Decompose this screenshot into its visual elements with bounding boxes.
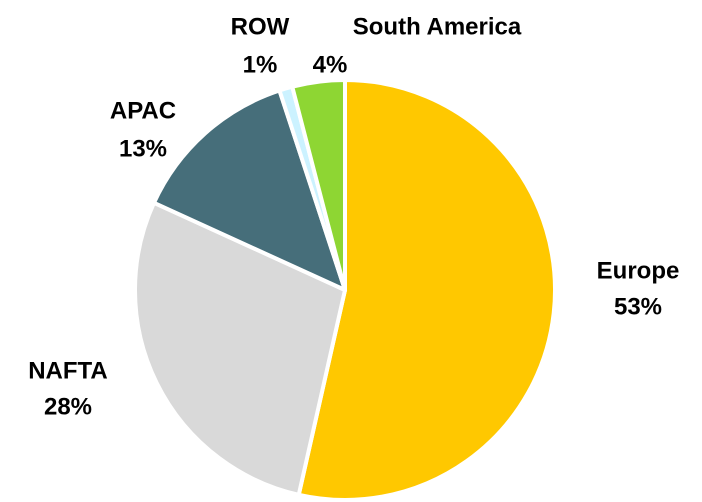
slice-label: ROW [231, 13, 290, 40]
slice-value-label: 4% [313, 51, 348, 78]
pie-slice [151, 88, 347, 292]
slice-value-label: 28% [44, 393, 92, 420]
slice-label: Europe [597, 257, 680, 284]
pie-slice [296, 78, 557, 502]
pie-slice [290, 78, 347, 292]
slice-label: South America [353, 13, 522, 40]
slice-label: NAFTA [28, 357, 108, 384]
slice-value-label: 1% [243, 51, 278, 78]
pie-slice [133, 200, 347, 497]
slice-value-label: 13% [119, 135, 167, 162]
slice-value-label: 53% [614, 293, 662, 320]
slice-label: APAC [110, 97, 176, 124]
